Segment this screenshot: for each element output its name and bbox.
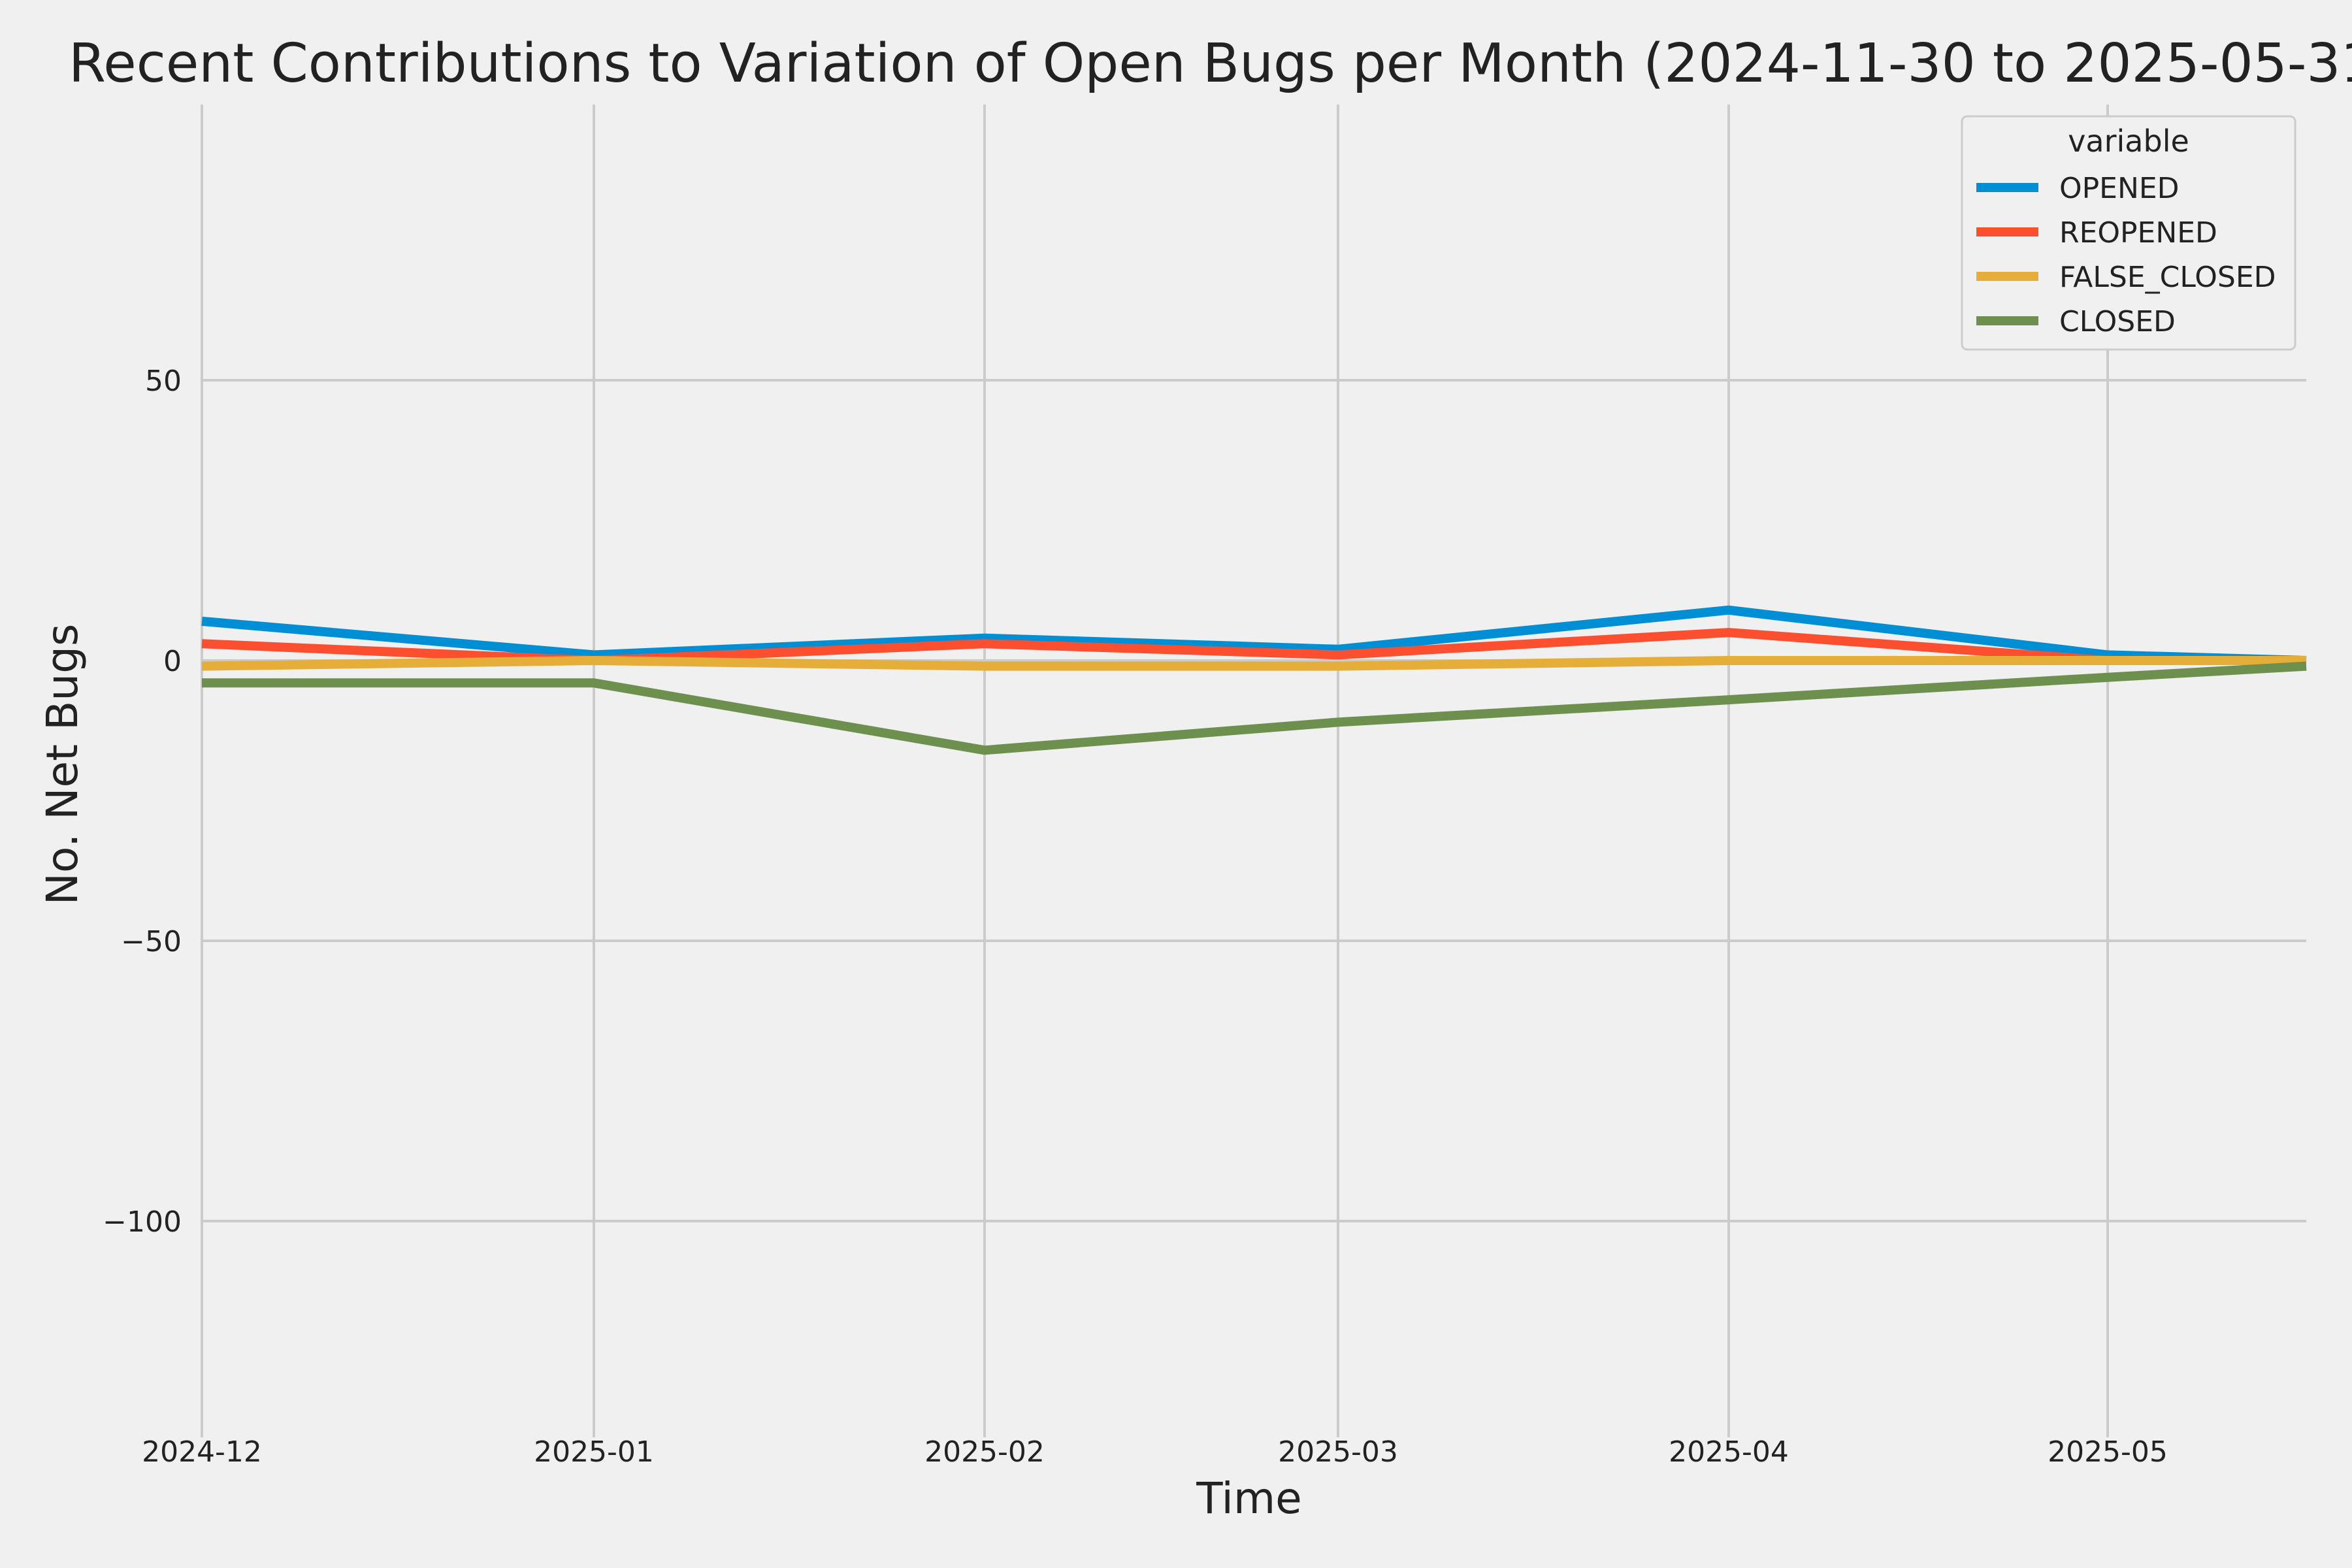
x-tick-label: 2025-03: [1278, 1435, 1398, 1469]
y-tick-label: −50: [121, 925, 182, 958]
x-tick-label: 2025-02: [924, 1435, 1045, 1469]
legend-title: variable: [2068, 123, 2189, 159]
y-tick-label: −100: [103, 1205, 182, 1239]
x-tick-label: 2025-01: [534, 1435, 654, 1469]
series-lines: [201, 605, 2307, 755]
series-line-false-closed: [201, 656, 2306, 671]
legend-label: OPENED: [2059, 172, 2180, 205]
y-tick-label: 0: [163, 645, 182, 678]
x-axis-label: Time: [1196, 1473, 1302, 1524]
legend-label: FALSE_CLOSED: [2059, 261, 2276, 294]
legend-label: REOPENED: [2059, 216, 2217, 250]
series-line-closed: [202, 661, 2307, 755]
chart-title: Recent Contributions to Variation of Ope…: [69, 33, 2352, 95]
x-tick-label: 2025-05: [2048, 1435, 2168, 1469]
legend-label: CLOSED: [2059, 305, 2176, 338]
tick-labels: 50 0 −50 −100 2024-12 2025-01 2025-02 2025-03 20…: [103, 365, 2168, 1469]
x-tick-label: 2024-12: [142, 1435, 262, 1469]
series-line-opened: [201, 605, 2307, 665]
legend: variable OPENED REOPENED FALSE_CLOSED CLOSE…: [1961, 115, 2296, 351]
x-tick-label: 2025-04: [1669, 1435, 1789, 1469]
y-tick-label: 50: [145, 365, 182, 398]
legend-box: [1961, 115, 2296, 351]
y-axis-label: No. Net Bugs: [37, 624, 88, 906]
